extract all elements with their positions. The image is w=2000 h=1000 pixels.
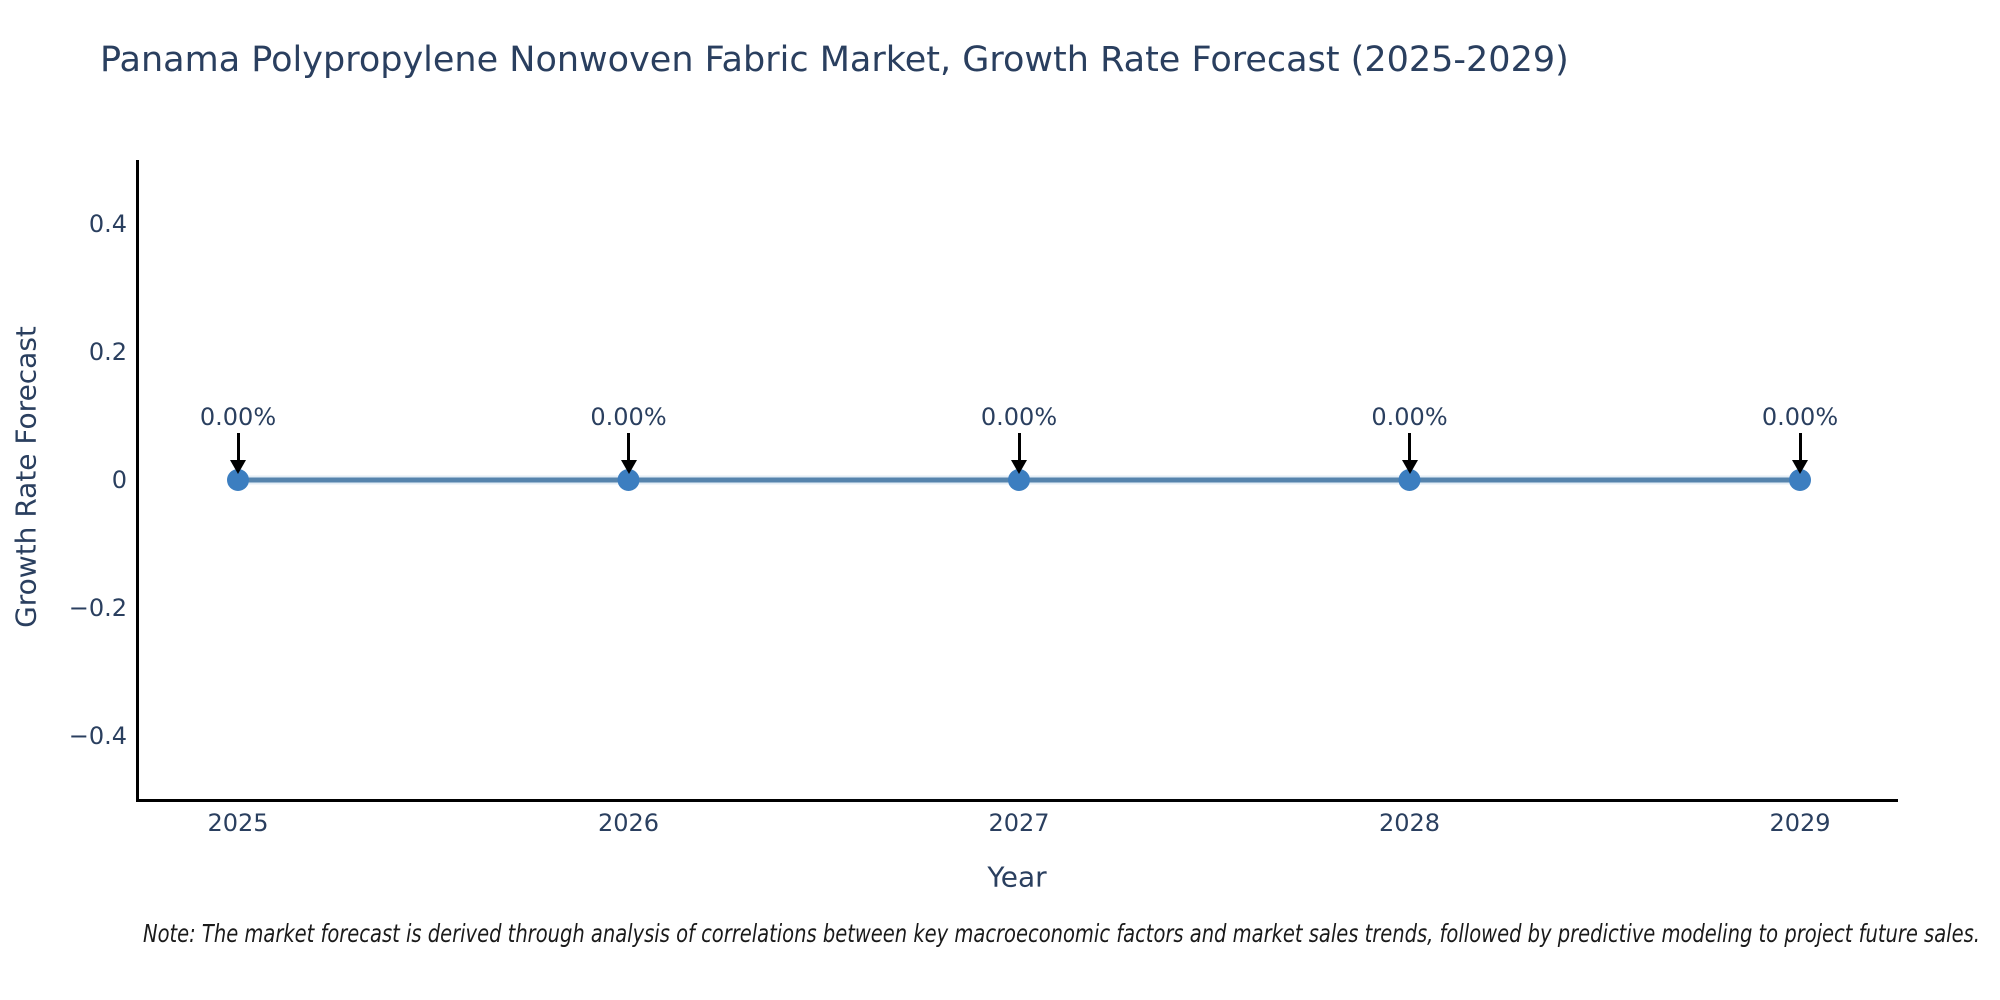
y-tick-label: −0.4 — [68, 722, 127, 750]
x-tick-label: 2028 — [1378, 809, 1441, 837]
annotation-arrow-shaft — [1017, 433, 1021, 462]
x-tick-label: 2025 — [207, 809, 269, 837]
annotation-arrow-shaft — [236, 433, 240, 462]
annotation-arrow-head — [1011, 460, 1027, 474]
annotation-arrow-shaft — [627, 433, 630, 462]
annotation-arrow-head — [1792, 460, 1808, 474]
y-tick-label: −0.2 — [68, 594, 127, 622]
point-annotation-label: 0.00% — [199, 403, 277, 431]
footnote: Note: The market forecast is derived thr… — [143, 919, 1980, 948]
x-tick-label: 2029 — [1769, 809, 1831, 837]
y-tick-label: 0 — [111, 466, 127, 494]
y-tick-label: 0.4 — [88, 210, 127, 238]
annotation-arrow-head — [620, 460, 637, 474]
annotation-arrow-shaft — [1798, 433, 1802, 462]
chart-title: Panama Polypropylene Nonwoven Fabric Mar… — [100, 40, 1569, 80]
x-tick-label: 2026 — [597, 809, 660, 837]
y-axis-line — [136, 160, 139, 801]
point-annotation-label: 0.00% — [590, 403, 667, 431]
y-tick-label: 0.2 — [88, 338, 127, 366]
point-annotation-label: 0.00% — [1371, 403, 1448, 431]
point-annotation-label: 0.00% — [1761, 403, 1839, 431]
point-annotation-label: 0.00% — [980, 403, 1058, 431]
annotation-arrow-head — [1401, 460, 1418, 474]
annotation-arrow-shaft — [1408, 433, 1411, 462]
x-axis-title: Year — [987, 860, 1047, 894]
y-axis-title: Growth Rate Forecast — [9, 326, 43, 628]
x-tick-label: 2027 — [988, 809, 1050, 837]
annotation-arrow-head — [230, 460, 246, 474]
x-axis-line — [136, 799, 1898, 802]
